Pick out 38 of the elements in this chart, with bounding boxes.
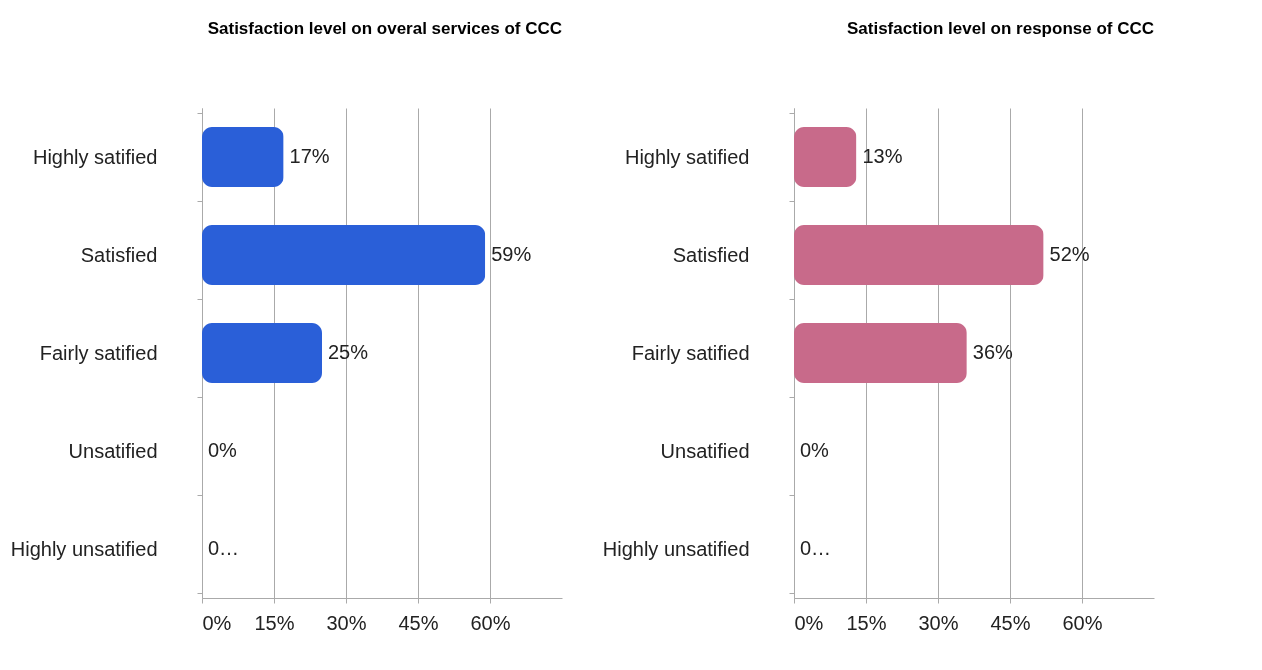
y-tick-label: Satisfied <box>672 243 750 266</box>
y-tick-label: Highly satified <box>624 145 750 168</box>
y-tick-label: Unsatified <box>68 439 158 462</box>
bar <box>794 127 857 187</box>
y-tick-label: Highly unsatified <box>10 537 158 560</box>
y-tick-label: Fairly satified <box>631 341 750 364</box>
y-tick-label: Highly unsatified <box>602 537 750 560</box>
data-label: 17% <box>289 145 330 167</box>
bar <box>794 225 1044 285</box>
chart-title: Satisfaction level on response of CCC <box>846 19 1154 38</box>
data-label: 52% <box>1049 243 1090 265</box>
x-tick-label: 0% <box>794 611 824 634</box>
x-tick-label: 45% <box>398 611 439 634</box>
x-tick-label: 15% <box>846 611 887 634</box>
x-tick-label: 30% <box>326 611 367 634</box>
data-label: 25% <box>328 341 369 363</box>
data-label: 59% <box>491 243 532 265</box>
data-label: 0… <box>208 537 240 559</box>
x-tick-label: 15% <box>254 611 295 634</box>
data-label: 0% <box>208 439 238 461</box>
bar <box>202 127 284 187</box>
x-tick-label: 60% <box>470 611 511 634</box>
y-tick-label: Satisfied <box>80 243 158 266</box>
bar <box>202 323 322 383</box>
data-label: 0% <box>800 439 830 461</box>
y-tick-label: Fairly satified <box>39 341 158 364</box>
x-tick-label: 0% <box>202 611 232 634</box>
bar <box>202 225 486 285</box>
y-tick-label: Unsatified <box>660 439 750 462</box>
x-tick-label: 45% <box>990 611 1031 634</box>
bar <box>794 323 967 383</box>
data-label: 36% <box>972 341 1014 363</box>
data-label: 13% <box>862 145 903 167</box>
chart-title: Satisfaction level on overal services of CCC <box>207 19 562 38</box>
y-tick-label: Highly satified <box>32 145 158 168</box>
data-label: 0… <box>800 537 832 559</box>
x-tick-label: 60% <box>1062 611 1103 634</box>
x-tick-label: 30% <box>918 611 959 634</box>
